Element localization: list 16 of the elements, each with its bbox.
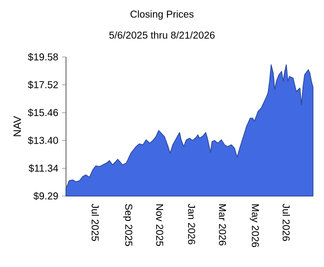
x-tick-label: Mar 2026 xyxy=(218,204,226,246)
x-tick-label: Jul 2026 xyxy=(282,204,290,241)
y-axis-title: NAV xyxy=(14,116,21,136)
y-tick-label: $11.34 xyxy=(28,164,58,172)
x-tick-label: May 2026 xyxy=(250,204,259,248)
y-tick-label: $17.52 xyxy=(28,80,58,89)
x-tick-label: Nov 2025 xyxy=(156,204,164,246)
x-tick-label: Sep 2025 xyxy=(123,204,132,246)
y-tick-label: $19.58 xyxy=(28,52,58,62)
y-tick-label: $13.40 xyxy=(28,136,58,145)
chart-subtitle: 5/6/2025 thru 8/21/2026 xyxy=(109,31,215,39)
x-tick-label: Jan 2026 xyxy=(188,204,196,244)
y-tick-label: $9.29 xyxy=(33,192,58,200)
y-tick-label: $15.46 xyxy=(28,108,58,117)
chart-title: Closing Prices xyxy=(130,10,194,20)
x-tick-label: Jul 2025 xyxy=(92,204,99,241)
